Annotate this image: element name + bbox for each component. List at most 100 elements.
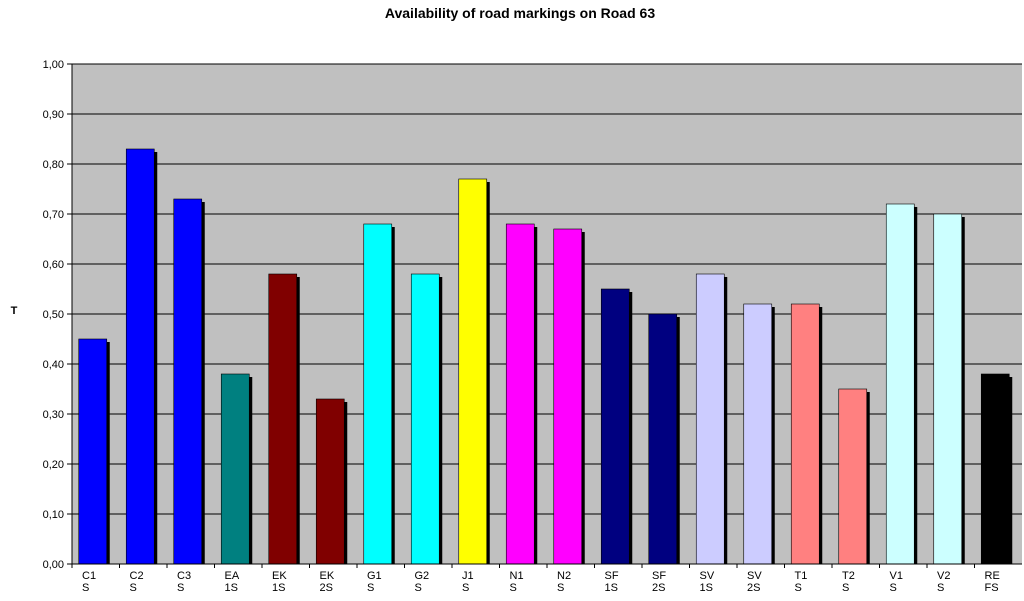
x-tick-label: T1 S [795, 570, 808, 594]
x-tick-label-line2: 1S [272, 582, 285, 594]
x-tick-label-line1: V2 [937, 570, 950, 582]
x-tick-label-line2: S [557, 582, 564, 594]
gridlines [67, 63, 1022, 565]
bar-N1-S [505, 223, 538, 565]
x-tick-label: SF 2S [652, 570, 666, 594]
x-tick-label-line2: S [462, 582, 469, 594]
bar [363, 223, 393, 565]
x-tick-label-line2: S [130, 582, 137, 594]
x-tick-label-line2: S [842, 582, 849, 594]
bar [410, 273, 440, 565]
x-tick-label: V2 S [937, 570, 950, 594]
y-axis-label: T [11, 305, 18, 317]
bar-EA-1S [220, 373, 253, 565]
x-tick-label-line2: 1S [605, 582, 618, 594]
bar-EK-1S [268, 273, 300, 565]
x-tick-label: EA 1S [225, 570, 240, 594]
bar [268, 273, 298, 565]
bar [173, 198, 203, 565]
y-tick-label: 0,40 [43, 359, 64, 371]
bar-T1-S [790, 303, 823, 565]
x-tick-label-line1: C2 [130, 570, 144, 582]
x-tick-label: C2 S [130, 570, 144, 594]
y-tick-label: 0,00 [43, 559, 64, 571]
x-tick-label-line1: G2 [415, 570, 430, 582]
x-tick-label-line2: 2S [652, 582, 665, 594]
x-tick-label-line2: S [890, 582, 897, 594]
y-tick-label: 0,20 [43, 459, 64, 471]
y-tick-label: 0,50 [43, 309, 64, 321]
x-tick-label: EK 1S [272, 570, 287, 594]
bar-V1-S [885, 203, 918, 565]
x-tick-label: N1 S [510, 570, 524, 594]
y-tick-label: 0,60 [43, 259, 64, 271]
x-tick-label-line2: 2S [320, 582, 333, 594]
x-tick-label-line2: S [82, 582, 89, 594]
bar [838, 388, 868, 565]
chart-title: Availability of road markings on Road 63 [385, 5, 655, 21]
x-tick-label-line2: S [415, 582, 422, 594]
x-tick-label-line2: FS [985, 582, 999, 594]
x-tick-label: SV 2S [747, 570, 762, 594]
y-tick-label: 0,30 [43, 409, 64, 421]
bar [553, 228, 583, 565]
x-tick-label-line1: G1 [367, 570, 382, 582]
x-tick-label-line2: S [177, 582, 184, 594]
x-tick-label-line1: J1 [462, 570, 474, 582]
bar [695, 273, 725, 565]
bar-SF-1S [600, 288, 633, 565]
x-tick-label-line1: V1 [890, 570, 903, 582]
bar [648, 313, 678, 565]
bar-EK-2S [315, 398, 348, 565]
bars [78, 148, 1013, 565]
x-tick-label-line2: S [937, 582, 944, 594]
bar-SF-2S [648, 313, 680, 565]
x-tick-label: N2 S [557, 570, 571, 594]
y-tick-labels: 0,00 0,10 0,20 0,30 0,40 0,50 0,60 0,70 0,80 0,90… [43, 59, 64, 571]
bar-C1-S [78, 338, 110, 565]
x-tick-label-line1: SV [700, 570, 715, 582]
x-tick-label: G2 S [415, 570, 430, 594]
x-tick-label: C1 S [82, 570, 96, 594]
x-tick-label-line1: SF [605, 570, 619, 582]
x-tick-label-line2: 1S [225, 582, 238, 594]
x-tick-label-line2: 1S [700, 582, 713, 594]
y-tick-label: 0,70 [43, 209, 64, 221]
y-tick-label: 0,90 [43, 109, 64, 121]
bar-RE-FS [980, 373, 1013, 565]
bar [933, 213, 963, 565]
bar [885, 203, 915, 565]
x-tick-label-line1: T2 [842, 570, 855, 582]
bar-SV-2S [743, 303, 775, 565]
x-tick-label-line1: C3 [177, 570, 191, 582]
bar-G1-S [363, 223, 395, 565]
bar [505, 223, 535, 565]
x-tick-label: G1 S [367, 570, 382, 594]
bar-J1-S [458, 178, 490, 565]
bar [78, 338, 108, 565]
bar-G2-S [410, 273, 443, 565]
bar-C2-S [125, 148, 158, 565]
x-tick-label-line1: RE [985, 570, 1000, 582]
x-tick-label: RE FS [985, 570, 1000, 594]
bar-C3-S [173, 198, 205, 565]
bar-V2-S [933, 213, 965, 565]
x-tick-label-line1: SV [747, 570, 762, 582]
x-tick-label: T2 S [842, 570, 855, 594]
x-tick-label-line1: C1 [82, 570, 96, 582]
x-tick-label-line2: S [795, 582, 802, 594]
y-tick-label: 1,00 [43, 59, 64, 71]
bar [220, 373, 250, 565]
x-tick-label-line1: N2 [557, 570, 571, 582]
x-tick-label-line1: EA [225, 570, 240, 582]
x-tick-label-line1: EK [320, 570, 335, 582]
bar [980, 373, 1010, 565]
x-tick-label: SF 1S [605, 570, 619, 594]
bar [600, 288, 630, 565]
bar [743, 303, 773, 565]
x-tick-label-line1: N1 [510, 570, 524, 582]
bar-T2-S [838, 388, 870, 565]
x-tick-label-line1: SF [652, 570, 666, 582]
